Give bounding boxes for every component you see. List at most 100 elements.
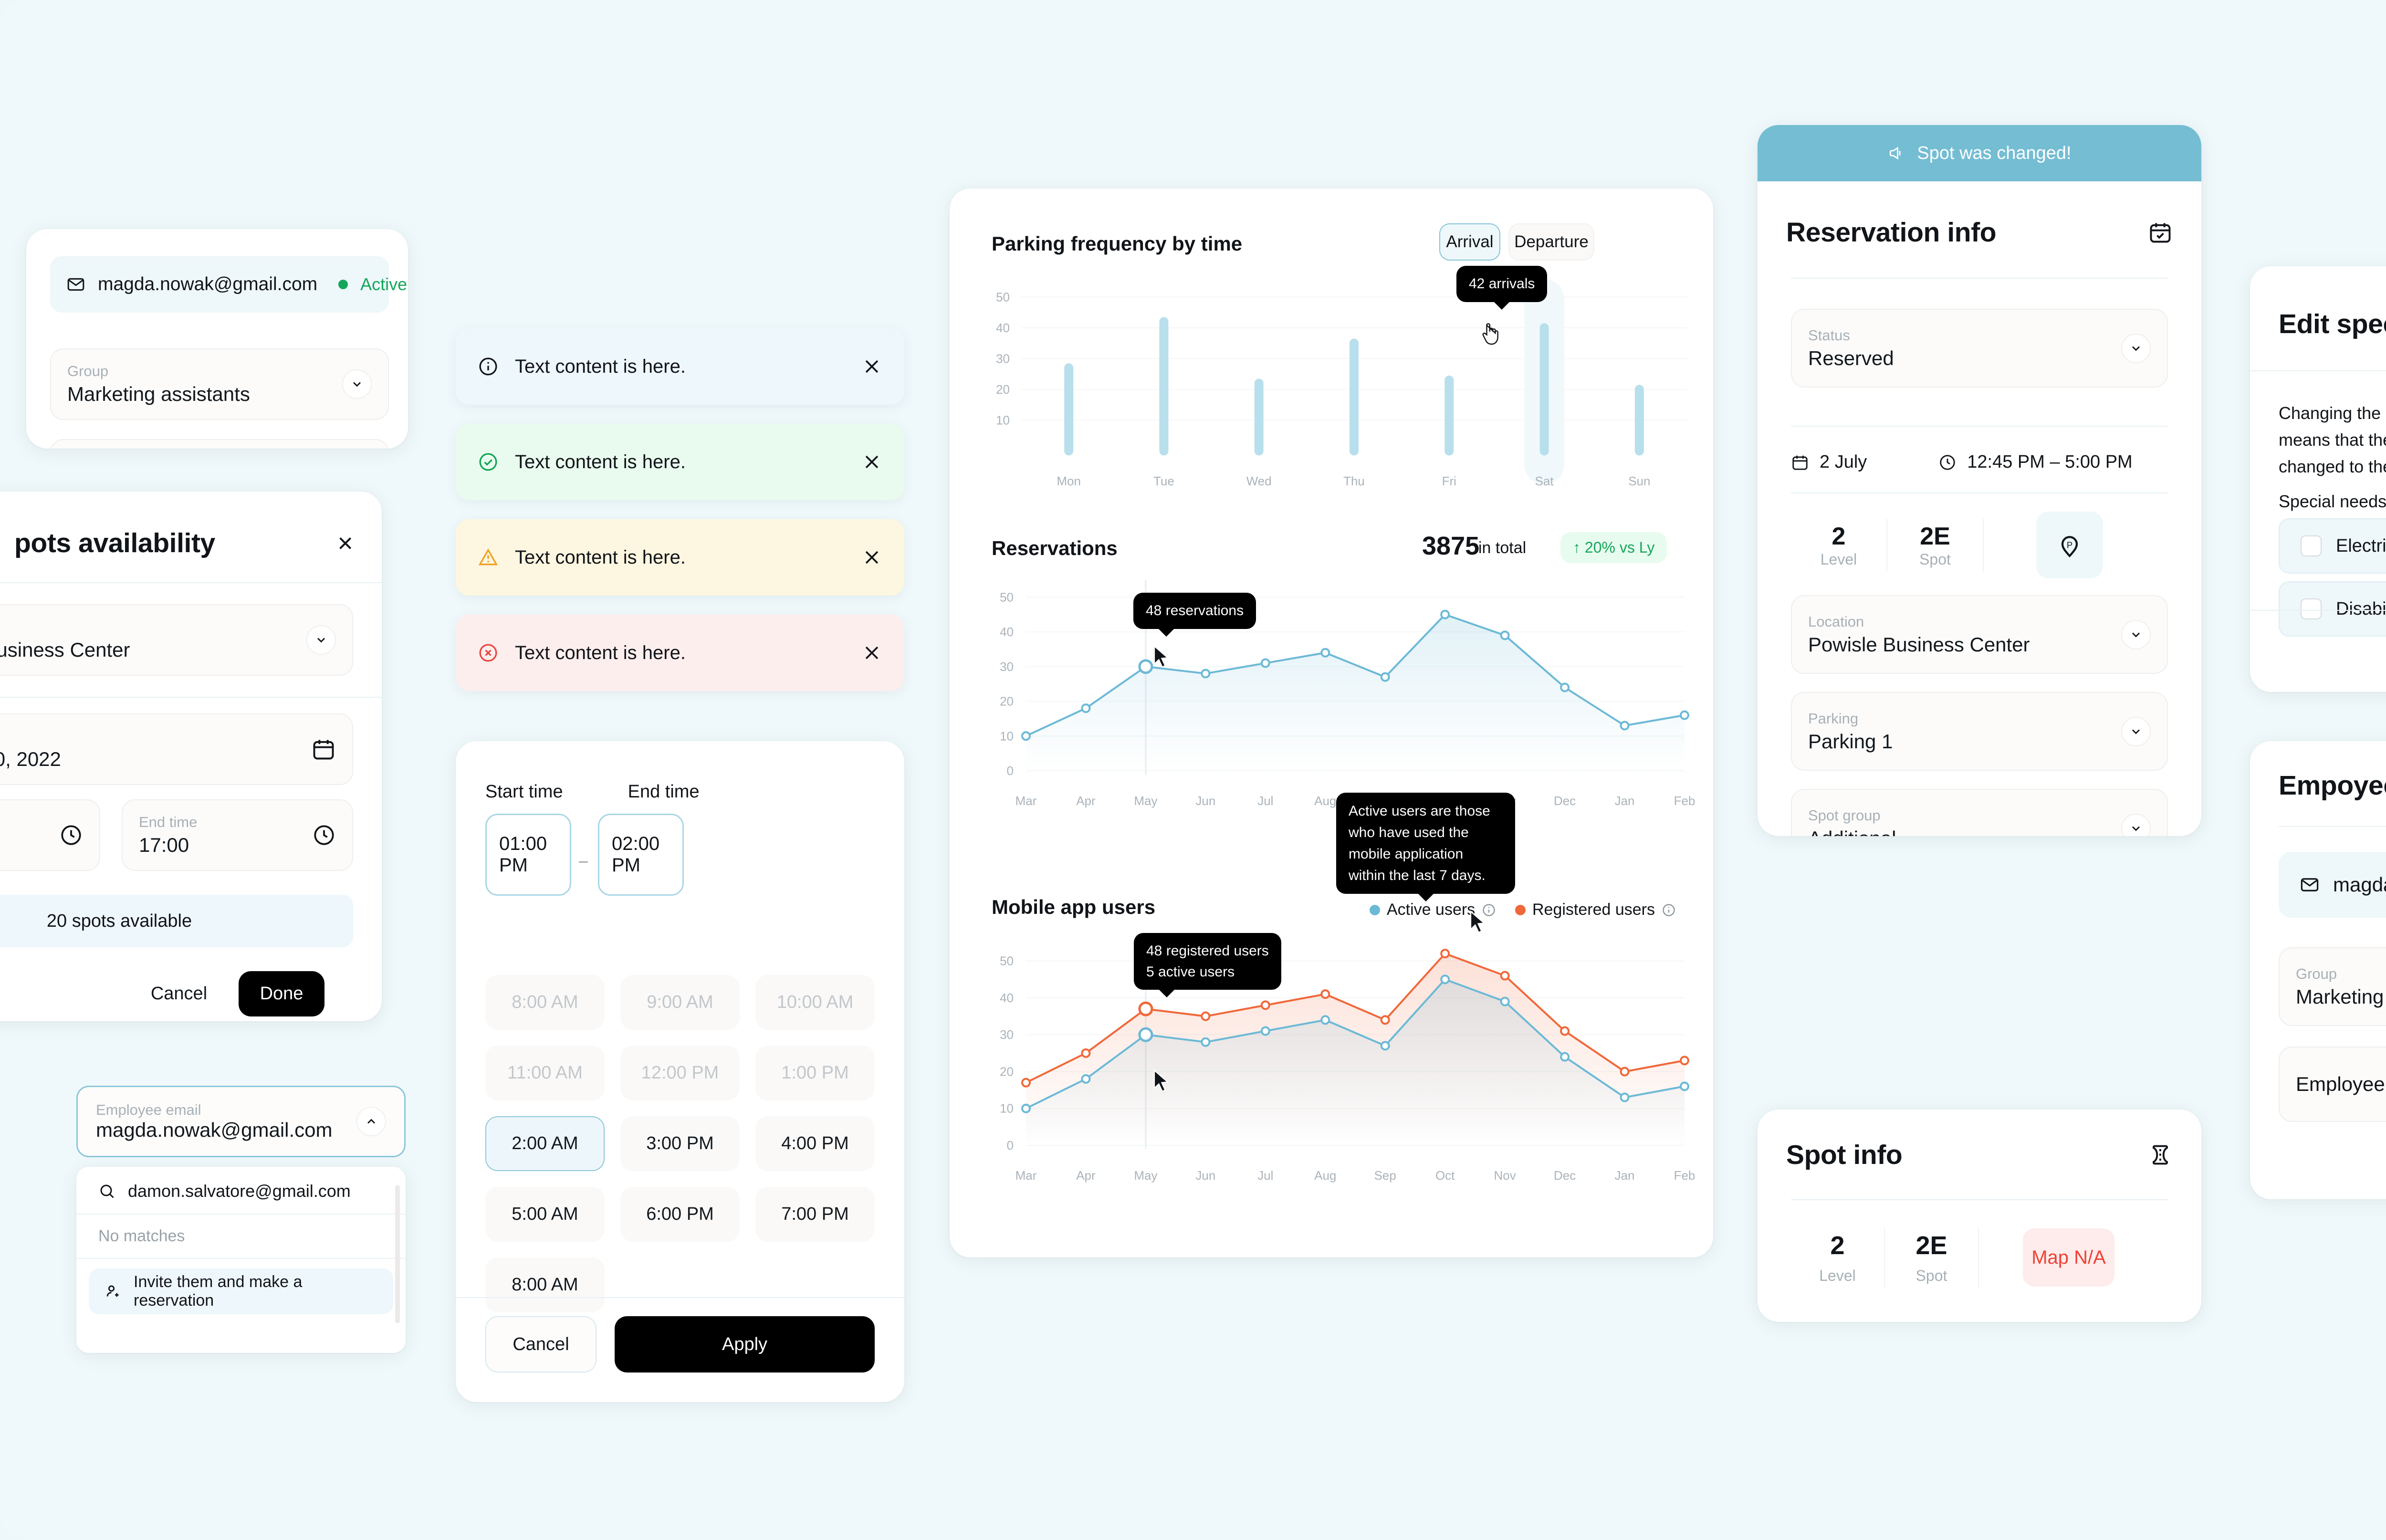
svg-text:30: 30: [996, 351, 1010, 366]
end-time-field[interactable]: End time 17:00: [122, 799, 353, 871]
divider: [1886, 519, 1887, 571]
calendar-icon[interactable]: [311, 737, 336, 762]
status-label: Status: [1808, 326, 1850, 344]
employee-behavior-field[interactable]: Employee behavior: [2279, 1047, 2386, 1122]
clock-icon[interactable]: [59, 823, 83, 847]
group-value: Marketing assistants: [67, 383, 250, 405]
special-need-option-electric[interactable]: Electric⚡: [2279, 518, 2386, 574]
svg-text:50: 50: [1000, 954, 1014, 968]
time-slot-400pm[interactable]: 4:00 PM: [755, 1116, 875, 1171]
time-slot-200am[interactable]: 2:00 AM: [485, 1116, 605, 1171]
legend-active-users[interactable]: Active users: [1370, 901, 1496, 919]
calendar-check-icon[interactable]: [2148, 220, 2173, 245]
chevron-down-icon[interactable]: [2121, 813, 2151, 836]
tab-departure[interactable]: Departure: [1508, 223, 1594, 261]
reservation-field-parking[interactable]: Parking Parking 1: [1791, 692, 2168, 771]
svg-text:Feb: Feb: [1674, 1168, 1695, 1183]
alert-text: Text content is here.: [515, 546, 686, 568]
chevron-down-icon[interactable]: [342, 369, 372, 399]
reservation-field-location[interactable]: Location Powisle Business Center: [1791, 595, 2168, 674]
parking-spot-icon[interactable]: [2148, 1142, 2173, 1167]
start-time-label: Start time: [485, 782, 563, 802]
cancel-button[interactable]: Cancel: [485, 1316, 596, 1372]
clock-icon[interactable]: [312, 823, 336, 847]
dropdown-scrollbar[interactable]: [395, 1185, 400, 1323]
level-stat: 2 Level: [1791, 1231, 1884, 1285]
field-label: Spot group: [1808, 807, 1881, 824]
page-title: pots availability: [14, 528, 215, 558]
checkbox[interactable]: [2301, 535, 2322, 556]
svg-text:20: 20: [1000, 694, 1014, 709]
employee-card-left: magda.nowak@gmail.com Active Group Marke…: [26, 229, 408, 449]
spot-info-title: Spot info: [1786, 1140, 1903, 1170]
time-slot-600pm[interactable]: 6:00 PM: [620, 1187, 740, 1242]
svg-text:Mar: Mar: [1015, 1168, 1037, 1183]
svg-text:Aug: Aug: [1314, 1168, 1336, 1183]
parking-frequency-chart: 10 20 30 40 50 Mon Tue Wed Thu Fri Sat Sun: [996, 279, 1687, 488]
done-button[interactable]: Done: [239, 971, 324, 1016]
end-time-input[interactable]: 02:00 PM: [598, 814, 684, 896]
chevron-down-icon[interactable]: [2121, 716, 2151, 746]
special-needs-description: Changing the special needs of all chosen…: [2279, 403, 2386, 476]
date-field[interactable]: ate ctober 20, 2022: [0, 713, 353, 785]
parking-pin-button[interactable]: P: [2036, 512, 2103, 578]
mobile-tooltip-line2: 5 active users: [1146, 964, 1235, 980]
svg-text:50: 50: [1000, 590, 1014, 604]
time-slot-1000am: 10:00 AM: [755, 975, 875, 1030]
close-icon[interactable]: [861, 642, 882, 663]
parking-frequency-section: Parking frequency by time Arrival Depart…: [950, 189, 1713, 513]
close-icon[interactable]: [861, 451, 882, 472]
svg-text:Wed: Wed: [1246, 474, 1272, 488]
chevron-down-icon[interactable]: [2121, 333, 2151, 363]
svg-text:30: 30: [1000, 1027, 1014, 1042]
spot-value: 2E: [1920, 522, 1950, 550]
time-slot-500am[interactable]: 5:00 AM: [485, 1187, 605, 1242]
svg-text:Nov: Nov: [1494, 1168, 1516, 1183]
group-field[interactable]: Group Marketing assistants: [50, 348, 389, 420]
chevron-up-icon[interactable]: [356, 1107, 386, 1136]
reservation-field-spot-group[interactable]: Spot group Additional: [1791, 789, 2168, 836]
employee-joined-date: Joined Sep 1, 2022: [2250, 1148, 2386, 1167]
status-field[interactable]: Status Reserved: [1791, 309, 2168, 388]
cancel-button[interactable]: Cancel: [150, 984, 208, 1004]
info-icon[interactable]: [1482, 903, 1496, 917]
start-time-input[interactable]: 01:00 PM: [485, 814, 571, 896]
close-icon[interactable]: ×: [337, 528, 353, 558]
checkbox[interactable]: [2301, 598, 2322, 619]
employee-email-input[interactable]: Employee email magda.nowak@gmail.com: [76, 1086, 406, 1157]
time-slot-300pm[interactable]: 3:00 PM: [620, 1116, 740, 1171]
special-need-option-disability[interactable]: Disability♿: [2279, 581, 2386, 637]
employee-behavior-field[interactable]: Employee behavior: [50, 439, 389, 449]
svg-text:40: 40: [996, 321, 1010, 335]
analytics-card: Parking frequency by time Arrival Depart…: [950, 189, 1713, 1257]
svg-text:30: 30: [1000, 660, 1014, 674]
time-slot-grid: 8:00 AM 9:00 AM 10:00 AM 11:00 AM 12:00 PM 1:…: [485, 975, 875, 1312]
tab-arrival[interactable]: Arrival: [1439, 223, 1500, 261]
employee-email-value: magda.nowak@gmail.com: [96, 1119, 333, 1141]
location-field[interactable]: ocation owisle Business Center: [0, 604, 353, 676]
parking-pin-icon: P: [2061, 536, 2078, 558]
time-slot-800am[interactable]: 8:00 AM: [485, 1257, 605, 1312]
legend-registered-users[interactable]: Registered users: [1515, 901, 1676, 919]
start-time-field[interactable]: art time 0:00: [0, 799, 100, 871]
close-icon[interactable]: [861, 356, 882, 377]
level-label: Level: [1819, 1267, 1856, 1284]
time-slot-700pm[interactable]: 7:00 PM: [755, 1187, 875, 1242]
alert-warning: Text content is here.: [456, 519, 904, 596]
field-label: Location: [1808, 613, 1864, 630]
close-icon[interactable]: [861, 547, 882, 568]
info-circle-icon: [479, 357, 497, 376]
reservations-tooltip: 48 reservations: [1133, 593, 1256, 636]
end-time-label: End time: [139, 814, 198, 830]
svg-text:0: 0: [1007, 1138, 1014, 1152]
option-label: Electric: [2336, 535, 2386, 556]
info-icon[interactable]: [1662, 903, 1676, 917]
chevron-down-icon[interactable]: [2121, 619, 2151, 650]
apply-button[interactable]: Apply: [615, 1316, 875, 1372]
dropdown-search-row[interactable]: damon.salvatore@gmail.com: [76, 1167, 406, 1214]
chevron-down-icon[interactable]: [306, 625, 336, 655]
group-field[interactable]: Group Marketing assistants: [2279, 947, 2386, 1026]
svg-text:Dec: Dec: [1554, 1168, 1576, 1183]
invite-and-reserve-button[interactable]: Invite them and make a reservation: [89, 1268, 393, 1314]
